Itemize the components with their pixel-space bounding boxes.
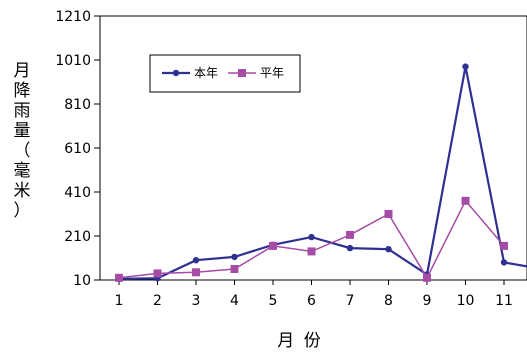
data-point — [230, 265, 239, 273]
data-point — [384, 210, 393, 218]
y-axis-ticks: 10 210 410 610 810 1010 1210 — [55, 9, 100, 289]
data-point — [308, 233, 315, 241]
legend-marker — [172, 69, 180, 77]
x-tick-label: 2 — [153, 293, 162, 309]
x-axis-ticks: 123456789101112 — [115, 280, 513, 309]
x-tick-label: 1 — [115, 293, 124, 309]
series-layer — [115, 63, 527, 283]
y-axis-title-char: 量 — [14, 121, 31, 141]
y-axis-title-char: 月 — [14, 61, 31, 81]
legend-label: 平年 — [260, 66, 284, 80]
y-tick-label: 610 — [64, 141, 91, 157]
x-axis-title: 月 份 — [277, 331, 322, 351]
data-point — [192, 268, 200, 277]
x-tick-label: 7 — [346, 293, 355, 309]
data-point — [231, 253, 238, 261]
y-axis-title-char: 毫 — [14, 161, 31, 181]
y-tick-label: 10 — [73, 273, 91, 289]
y-axis-title-char: 米 — [14, 181, 31, 201]
legend-marker — [238, 69, 246, 77]
y-tick-label: 410 — [64, 185, 91, 201]
y-tick-label: 210 — [64, 229, 91, 245]
data-point — [307, 247, 316, 256]
x-tick-label: 6 — [307, 293, 316, 309]
data-point — [153, 269, 162, 278]
data-point — [346, 244, 354, 252]
x-tick-label: 11 — [495, 293, 513, 309]
data-point — [500, 259, 508, 266]
data-point — [115, 273, 123, 282]
data-point — [461, 196, 470, 205]
data-point — [346, 230, 354, 239]
y-axis-title-char: ） — [14, 201, 31, 221]
x-tick-label: 8 — [384, 293, 393, 309]
y-axis-title-char: （ — [14, 141, 31, 161]
y-tick-label: 1010 — [55, 53, 91, 69]
y-axis-title-char: 雨 — [14, 101, 31, 121]
data-point — [192, 257, 200, 264]
data-point — [500, 241, 508, 250]
y-axis-title-char: 降 — [14, 81, 31, 101]
data-point — [462, 63, 469, 70]
data-point — [385, 246, 392, 253]
x-tick-label: 4 — [230, 293, 239, 309]
legend: 本年 平年 — [149, 54, 301, 93]
x-tick-label: 3 — [192, 293, 201, 309]
y-tick-label: 1210 — [55, 9, 91, 25]
legend-label: 本年 — [194, 66, 218, 80]
data-point — [423, 273, 431, 282]
x-tick-label: 10 — [457, 293, 475, 309]
x-tick-label: 9 — [423, 293, 432, 309]
y-tick-label: 810 — [64, 97, 91, 113]
data-point — [269, 241, 277, 250]
x-tick-label: 5 — [269, 293, 278, 309]
